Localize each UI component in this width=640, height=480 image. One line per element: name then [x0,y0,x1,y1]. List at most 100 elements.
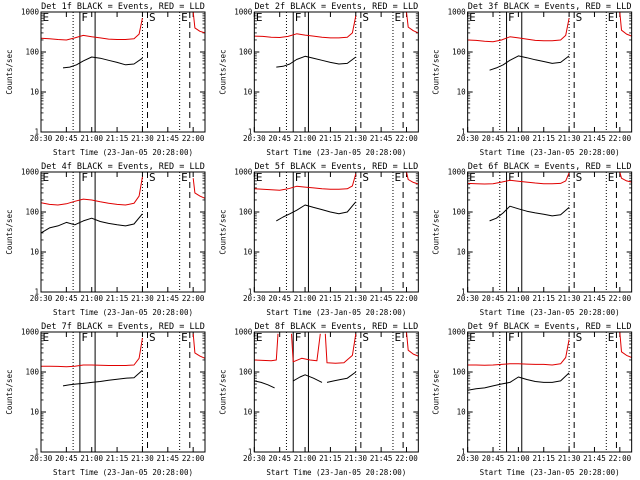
event-marker-label: F [295,11,302,24]
lld-series-line [254,15,357,39]
y-tick-label: 1 [34,128,39,137]
x-tick-label: 20:30 [30,294,53,303]
x-tick-label: 20:45 [482,134,505,143]
y-tick-label: 1000 [234,8,253,17]
event-marker-label: E [181,11,188,24]
chart-panel-3: Det 3f BLACK = Events, RED = LLD Counts/s… [432,2,633,157]
y-axis-label: Counts/sec [218,369,227,414]
y-axis-label: Counts/sec [432,369,441,414]
lld-series-line [40,18,143,41]
x-tick-label: 21:15 [319,294,342,303]
x-tick-label: 21:00 [294,454,317,463]
x-tick-label: 20:30 [456,294,479,303]
y-tick-label: 100 [25,208,39,217]
x-tick-label: 21:30 [558,294,581,303]
chart-panel-8: Det 8f BLACK = Events, RED = LLD Counts/s… [218,322,419,477]
events-series-line [276,55,357,68]
lld-series-line [324,333,357,364]
x-tick-label: 22:00 [609,454,632,463]
lld-series-line [406,171,419,185]
x-tick-label: 21:45 [583,294,606,303]
x-tick-label: 21:30 [558,454,581,463]
x-axis-label: Start Time (23-Jan-05 20:28:00) [53,148,193,157]
y-tick-label: 1 [461,448,466,457]
x-tick-label: 21:15 [532,294,555,303]
x-axis-label: Start Time (23-Jan-05 20:28:00) [53,468,193,477]
event-marker-label: E [394,171,401,184]
x-axis-label: Start Time (23-Jan-05 20:28:00) [480,148,620,157]
event-marker-label: E [469,11,476,24]
lld-series-line [619,331,632,358]
x-tick-label: 20:30 [243,294,266,303]
x-tick-label: 22:00 [182,134,205,143]
y-axis-label: Counts/sec [432,49,441,94]
x-axis-label: Start Time (23-Jan-05 20:28:00) [266,468,406,477]
x-tick-label: 20:45 [55,294,78,303]
x-axis-label: Start Time (23-Jan-05 20:28:00) [266,148,406,157]
events-series-line [62,369,143,387]
y-tick-label: 100 [239,368,253,377]
y-axis-label: Counts/sec [5,49,14,94]
x-tick-label: 21:15 [106,454,129,463]
x-tick-label: 20:30 [243,134,266,143]
x-tick-label: 21:15 [319,454,342,463]
lld-series-line [192,178,206,199]
event-marker-label: E [469,171,476,184]
event-marker-label: E [608,11,615,24]
chart-title: Det 6f BLACK = Events, RED = LLD [468,162,632,172]
lld-series-line [619,171,632,183]
chart-title: Det 9f BLACK = Events, RED = LLD [468,322,632,332]
event-marker-label: F [81,331,88,344]
y-tick-label: 100 [452,208,466,217]
event-marker-label: F [81,171,88,184]
lld-series-line [619,11,632,37]
y-tick-label: 100 [452,48,466,57]
x-tick-label: 21:00 [507,454,530,463]
x-tick-label: 21:30 [344,294,367,303]
x-tick-label: 22:00 [609,134,632,143]
y-tick-label: 10 [457,88,467,97]
chart-title: Det 7f BLACK = Events, RED = LLD [41,322,205,332]
lld-series-line [192,333,206,359]
event-marker-label: F [81,11,88,24]
event-marker-label: E [469,331,476,344]
y-tick-label: 1000 [448,8,467,17]
y-axis-label: Counts/sec [5,209,14,254]
y-tick-label: 1 [34,288,39,297]
lld-series-line [467,172,570,185]
x-tick-label: 20:45 [268,134,291,143]
y-tick-label: 1 [248,288,253,297]
y-axis-label: Counts/sec [218,209,227,254]
lld-series-line [254,333,279,362]
event-marker-label: E [608,171,615,184]
y-axis-label: Counts/sec [218,49,227,94]
event-marker-label: E [181,171,188,184]
lld-series-line [291,333,321,363]
x-tick-label: 21:00 [80,294,103,303]
y-tick-label: 100 [452,368,466,377]
event-marker-label: F [295,171,302,184]
x-tick-label: 21:15 [106,134,129,143]
x-tick-label: 21:30 [131,454,154,463]
y-tick-label: 100 [25,368,39,377]
event-marker-label: E [43,11,50,24]
x-tick-label: 21:30 [344,134,367,143]
x-tick-label: 21:00 [80,134,103,143]
x-tick-label: 21:00 [507,134,530,143]
y-tick-label: 1 [461,128,466,137]
y-tick-label: 1 [248,448,253,457]
events-series-line [467,372,570,391]
event-marker-label: S [362,11,369,24]
chart-panel-9: Det 9f BLACK = Events, RED = LLD Counts/s… [432,322,633,477]
chart-title: Det 5f BLACK = Events, RED = LLD [254,162,418,172]
lld-series-line [40,176,143,206]
events-series-line [254,380,275,389]
y-tick-label: 10 [30,408,40,417]
y-tick-label: 100 [239,48,253,57]
chart-title: Det 8f BLACK = Events, RED = LLD [254,322,418,332]
chart-panel-7: Det 7f BLACK = Events, RED = LLD Counts/s… [5,322,206,477]
plot-frame [40,331,206,453]
x-tick-label: 20:30 [243,454,266,463]
chart-panel-5: Det 5f BLACK = Events, RED = LLD Counts/s… [218,162,419,317]
